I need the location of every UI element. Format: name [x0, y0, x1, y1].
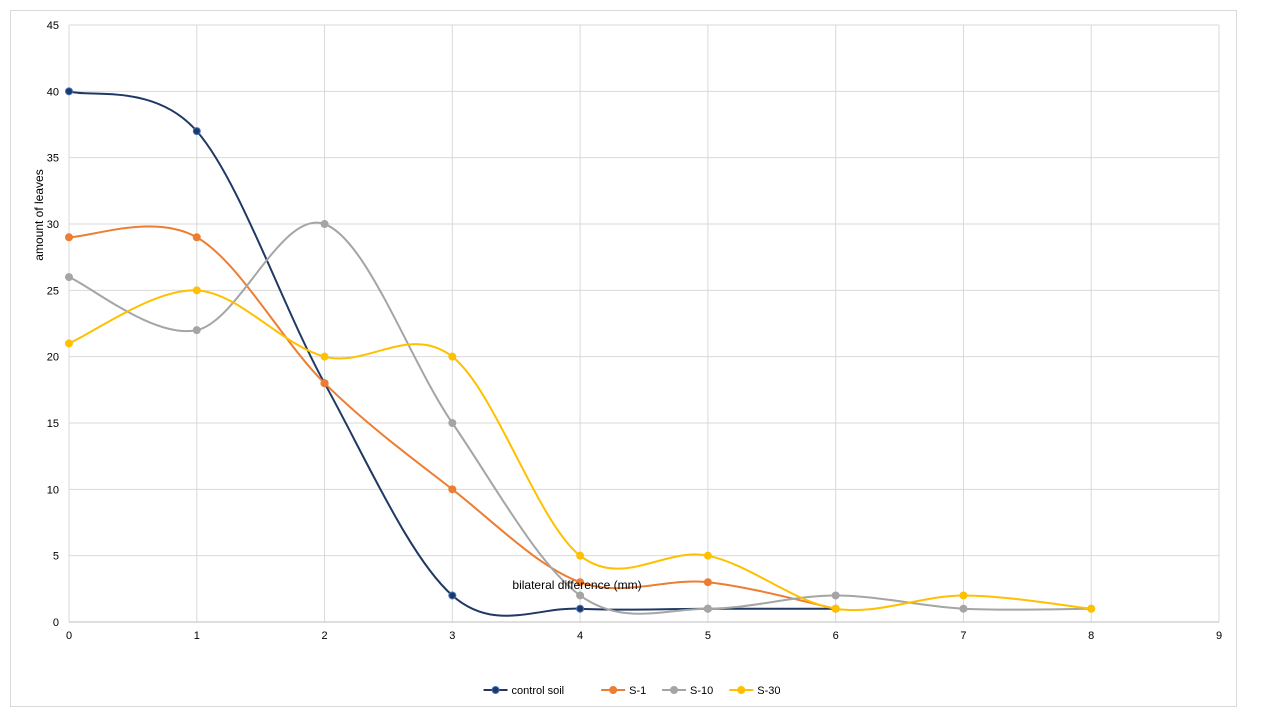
data-point-s-10 — [703, 604, 712, 613]
y-tick-label: 5 — [53, 551, 59, 563]
data-point-s-30 — [959, 591, 968, 600]
data-point-s-30 — [831, 604, 840, 613]
data-point-s-30 — [320, 352, 329, 361]
y-tick-label: 35 — [47, 153, 59, 165]
legend-item-s-10: S-10 — [662, 685, 713, 697]
y-tick-label: 10 — [47, 484, 59, 496]
legend: control soil S-1 S-10 S-30 — [483, 685, 781, 697]
series-line-s-10 — [68, 221, 1092, 615]
legend-swatch-marker — [737, 686, 746, 694]
data-point-control-soil — [65, 87, 73, 96]
data-point-s-10 — [959, 604, 968, 613]
data-point-control-soil — [576, 604, 585, 613]
data-point-s-10 — [576, 591, 585, 600]
x-tick-label: 9 — [1216, 630, 1222, 642]
x-tick-label: 6 — [833, 630, 839, 642]
series-line-s-30 — [68, 289, 1092, 612]
data-point-s-10 — [448, 419, 457, 427]
data-point-s-1 — [320, 379, 329, 388]
gridlines — [68, 24, 1220, 622]
legend-label: control soil — [512, 685, 565, 697]
x-tick-labels: 0 1 2 3 4 5 6 7 8 9 — [66, 630, 1222, 642]
x-tick-label: 4 — [577, 630, 583, 642]
x-tick-label: 1 — [194, 630, 200, 642]
data-point-s-10 — [192, 326, 201, 335]
series-s-30 — [65, 286, 1096, 613]
data-point-s-30 — [703, 551, 712, 560]
data-point-s-30 — [576, 551, 585, 560]
data-point-control-soil — [448, 591, 457, 600]
legend-swatch-marker — [609, 686, 618, 694]
y-tick-label: 30 — [47, 219, 59, 231]
y-tick-label: 20 — [47, 352, 59, 364]
x-tick-label: 5 — [705, 630, 711, 642]
y-tick-label: 0 — [53, 617, 59, 629]
legend-item-s-1: S-1 — [601, 685, 646, 697]
data-point-s-1 — [576, 578, 585, 587]
data-point-s-30 — [65, 339, 73, 348]
legend-label: S-30 — [757, 685, 780, 697]
legend-swatch-marker — [670, 686, 679, 694]
y-axis-label: amount of leaves — [32, 169, 46, 260]
legend-item-s-30: S-30 — [729, 685, 781, 697]
data-point-s-10 — [831, 591, 840, 600]
data-point-s-1 — [192, 233, 201, 242]
chart-frame — [10, 10, 1237, 707]
y-tick-labels: 0 5 10 15 20 25 30 35 40 45 — [47, 20, 59, 629]
data-point-s-1 — [703, 578, 712, 587]
data-point-s-1 — [448, 485, 457, 494]
series-layer — [65, 87, 1096, 617]
y-tick-label: 40 — [47, 86, 59, 98]
data-point-s-1 — [65, 233, 73, 242]
data-point-s-30 — [448, 352, 457, 361]
y-tick-label: 15 — [47, 418, 59, 430]
legend-swatch-marker — [491, 686, 500, 694]
data-point-s-10 — [320, 220, 329, 228]
data-point-s-30 — [192, 286, 201, 295]
y-tick-label: 25 — [47, 285, 59, 297]
x-tick-label: 2 — [321, 630, 327, 642]
legend-label: S-1 — [629, 685, 646, 697]
data-point-s-10 — [65, 273, 73, 282]
x-tick-label: 3 — [449, 630, 455, 642]
legend-item-control-soil: control soil — [483, 685, 565, 697]
data-point-control-soil — [192, 127, 201, 136]
legend-label: S-10 — [690, 685, 713, 697]
data-point-s-30 — [1087, 604, 1096, 613]
x-tick-label: 0 — [66, 630, 72, 642]
x-tick-label: 8 — [1088, 630, 1094, 642]
y-tick-label: 45 — [47, 20, 59, 32]
x-axis-label: bilateral difference (mm) — [512, 578, 641, 592]
x-tick-label: 7 — [960, 630, 966, 642]
